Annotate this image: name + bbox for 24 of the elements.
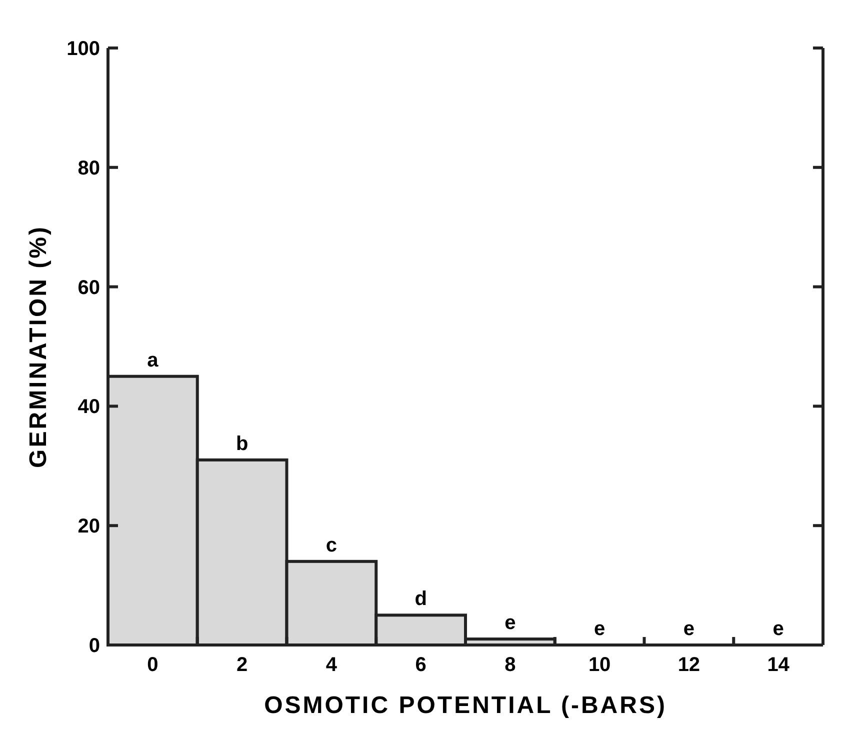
annotation: d <box>414 588 427 610</box>
y-tick-label: 40 <box>78 396 100 418</box>
x-axis-title: OSMOTIC POTENTIAL (-BARS) <box>264 692 667 719</box>
x-tick-label: 10 <box>588 654 611 676</box>
annotation: e <box>594 618 606 640</box>
y-axis-title: GERMINATION (%) <box>25 225 52 468</box>
x-tick-label: 2 <box>236 654 248 676</box>
y-tick-label: 100 <box>66 38 100 60</box>
y-tick-label: 20 <box>78 516 100 538</box>
y-tick-label: 60 <box>78 276 100 299</box>
x-tick-label: 14 <box>767 654 790 676</box>
x-tick-label: 12 <box>678 654 700 676</box>
annotation: e <box>683 618 694 640</box>
annotation: e <box>504 612 516 634</box>
x-tick-label: 8 <box>504 654 516 676</box>
y-tick-label: 80 <box>78 157 100 180</box>
y-tick-label: 0 <box>88 635 100 657</box>
annotation: e <box>772 618 784 640</box>
annotation: a <box>147 349 160 372</box>
x-tick-label: 4 <box>326 654 338 676</box>
annotation: c <box>326 534 337 556</box>
annotation: b <box>236 432 248 455</box>
x-tick-label: 6 <box>415 654 426 676</box>
x-tick-label: 0 <box>147 654 158 676</box>
